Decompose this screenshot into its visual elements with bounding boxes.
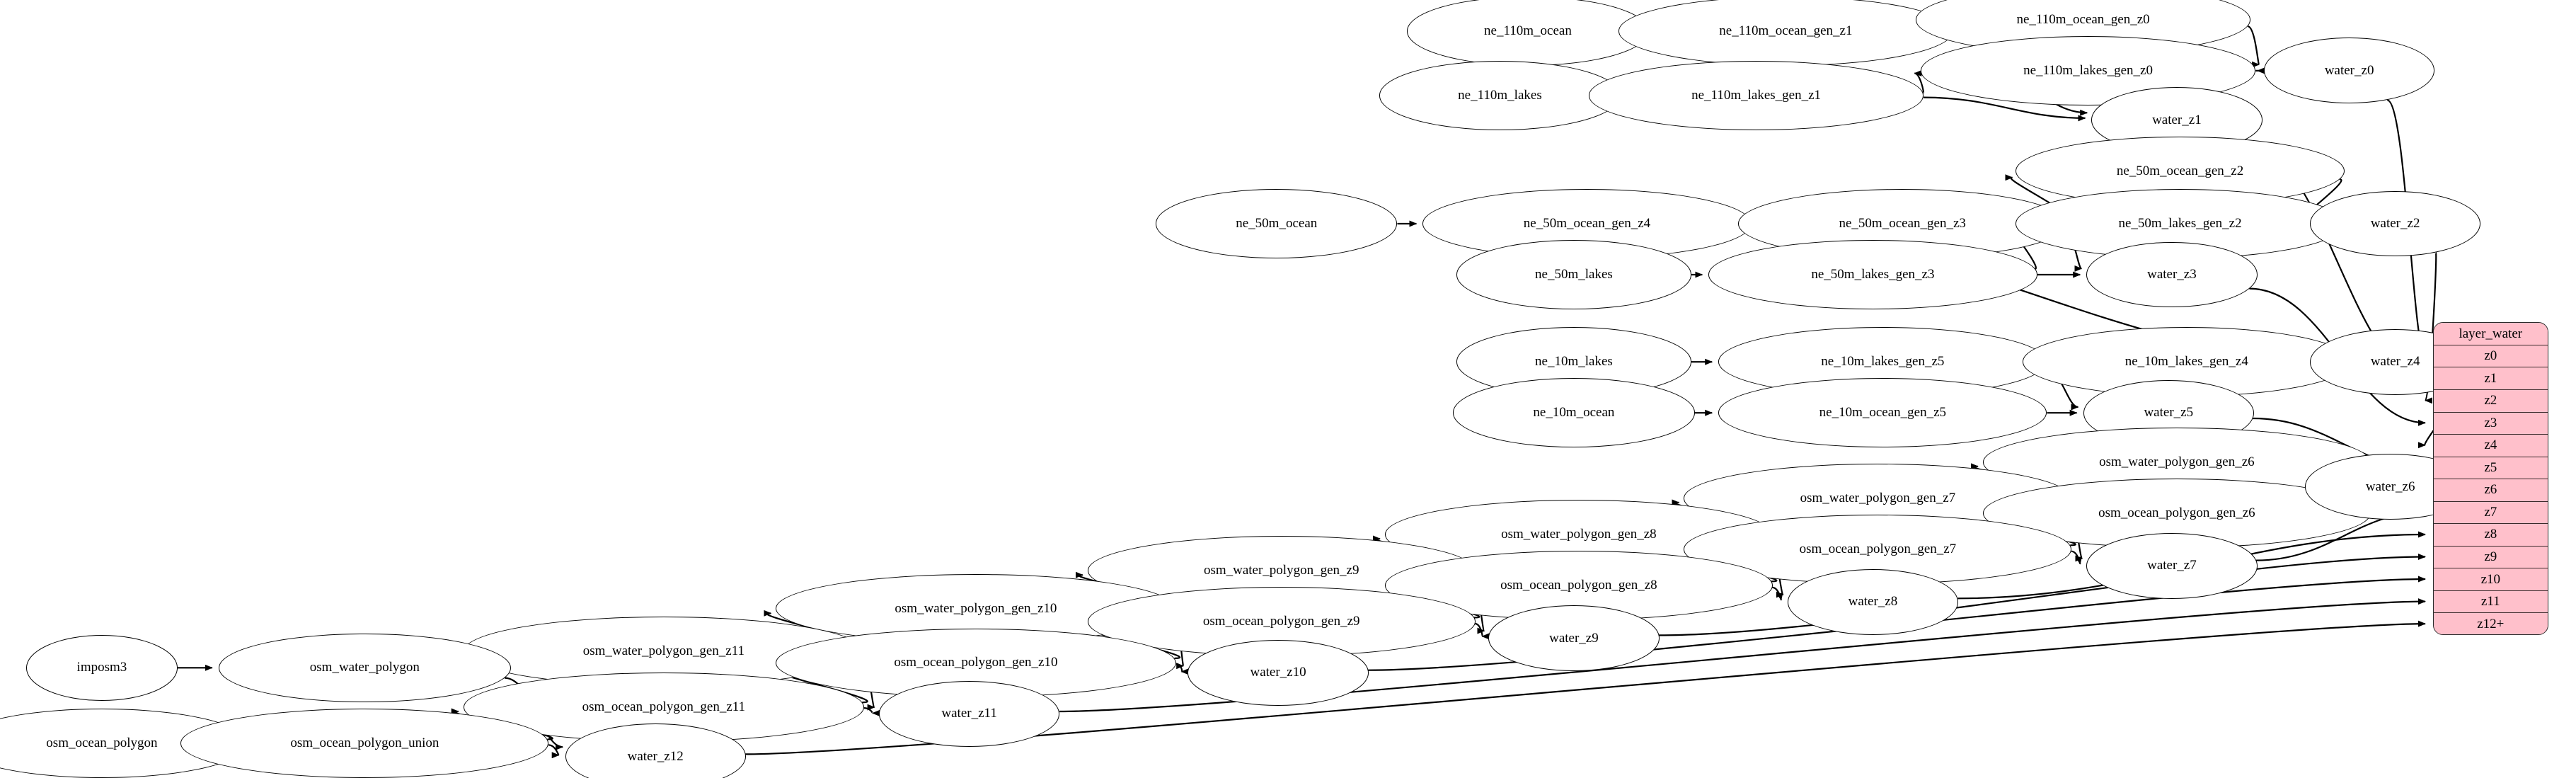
graph-node-water-z8[interactable]: water_z8 [1787, 568, 1959, 635]
graph-node-osm-ocean-polygon-union[interactable]: osm_ocean_polygon_union [180, 709, 549, 778]
graph-node-label: ne_110m_lakes_gen_z0 [2023, 62, 2153, 78]
graph-node-label: osm_ocean_polygon_gen_z10 [894, 655, 1058, 670]
graph-node-label: ne_10m_lakes_gen_z4 [2124, 354, 2248, 370]
graph-node-label: water_z12 [627, 748, 684, 764]
graph-node-label: water_z9 [1549, 630, 1599, 646]
record-row-z4[interactable]: z4 [2434, 435, 2548, 457]
record-row-z2[interactable]: z2 [2434, 389, 2548, 413]
graph-node-water-z3[interactable]: water_z3 [2086, 241, 2258, 308]
record-row-z5[interactable]: z5 [2434, 457, 2548, 480]
graph-node-label: osm_ocean_polygon_gen_z7 [1799, 542, 1957, 557]
graph-edge-osm-ocean-polygon-gen-z11-to-water-z11 [863, 707, 880, 716]
graph-node-water-z10[interactable]: water_z10 [1188, 639, 1369, 706]
graph-node-label: ne_50m_lakes_gen_z3 [1811, 267, 1935, 282]
graph-node-label: osm_ocean_polygon_gen_z11 [582, 699, 746, 715]
graph-node-label: osm_water_polygon_gen_z7 [1800, 490, 1956, 505]
graph-node-label: ne_50m_lakes [1535, 267, 1613, 282]
graph-node-imposm3[interactable]: imposm3 [26, 634, 178, 701]
graph-node-label: osm_water_polygon_gen_z8 [1501, 527, 1657, 542]
graph-edge-water-z11-to-layer-water-z11 [1059, 598, 2426, 713]
graph-node-label: ne_50m_lakes_gen_z2 [2118, 215, 2242, 231]
record-header-layer-water: layer_water [2434, 323, 2548, 345]
graph-edge-ne-110m-ocean-gen-z0-to-water-z0 [2247, 25, 2260, 68]
graph-edge-ne-110m-lakes-gen-z1-to-ne-110m-lakes-gen-z0 [1914, 70, 1924, 94]
graph-node-ne-110m-ocean[interactable]: ne_110m_ocean [1407, 0, 1649, 66]
graph-node-label: ne_50m_ocean_gen_z3 [1839, 215, 1966, 231]
record-row-z11[interactable]: z11 [2434, 590, 2548, 614]
graph-edge-osm-ocean-polygon-gen-z7-to-water-z7 [2071, 550, 2082, 565]
graph-node-water-z12[interactable]: water_z12 [565, 723, 746, 778]
graph-node-label: ne_110m_lakes [1458, 87, 1542, 103]
graph-node-water-z9[interactable]: water_z9 [1488, 605, 1660, 671]
graph-node-label: osm_ocean_polygon [46, 736, 158, 751]
graph-node-label: water_z6 [2365, 479, 2415, 494]
graph-node-ne-110m-lakes-gen-z1[interactable]: ne_110m_lakes_gen_z1 [1588, 60, 1924, 130]
graph-node-label: ne_50m_ocean_gen_z2 [2116, 163, 2244, 178]
graph-node-ne-50m-ocean[interactable]: ne_50m_ocean [1156, 189, 1398, 258]
graph-node-label: imposm3 [76, 660, 127, 675]
graph-edge-osm-ocean-polygon-gen-z8-to-water-z8 [1772, 586, 1783, 601]
graph-node-label: water_z10 [1250, 665, 1306, 680]
graph-edge-osm-ocean-polygon-union-to-water-z12 [548, 744, 560, 759]
graph-node-water-z0[interactable]: water_z0 [2263, 38, 2435, 104]
graph-node-label: osm_ocean_polygon_union [290, 736, 439, 751]
record-row-z1[interactable]: z1 [2434, 367, 2548, 390]
graph-edge-ne-110m-lakes-gen-z1-to-water-z1 [1923, 96, 2086, 122]
record-row-z6[interactable]: z6 [2434, 479, 2548, 502]
record-node-layer-water[interactable]: layer_water z0 z1 z2 z3 z4 z5 z6 z7 z8 z9 z10 z11 z12… [2433, 322, 2548, 635]
graph-node-label: ne_50m_ocean [1236, 215, 1318, 231]
record-row-z7[interactable]: z7 [2434, 501, 2548, 525]
graph-node-label: water_z0 [2324, 62, 2374, 78]
graph-node-label: ne_110m_lakes_gen_z1 [1691, 87, 1822, 103]
graph-node-label: ne_10m_lakes_gen_z5 [1821, 354, 1945, 370]
graph-node-label: ne_10m_lakes [1535, 354, 1613, 370]
graph-node-ne-110m-lakes[interactable]: ne_110m_lakes [1379, 60, 1621, 130]
graph-node-ne-110m-ocean-gen-z1[interactable]: ne_110m_ocean_gen_z1 [1618, 0, 1954, 66]
graph-node-label: osm_water_polygon_gen_z9 [1203, 563, 1359, 578]
graph-node-ne-50m-lakes[interactable]: ne_50m_lakes [1456, 240, 1691, 309]
graph-node-water-z2[interactable]: water_z2 [2309, 190, 2481, 257]
graph-node-label: osm_water_polygon_gen_z6 [2099, 454, 2255, 469]
graph-edge-water-z12-to-layer-water-z12- [745, 620, 2426, 755]
record-row-z12plus[interactable]: z12+ [2434, 613, 2548, 634]
graph-node-label: water_z5 [2144, 405, 2194, 421]
graph-node-label: osm_water_polygon_gen_z11 [582, 643, 744, 659]
graph-node-water-z7[interactable]: water_z7 [2086, 532, 2258, 599]
graph-node-ne-10m-ocean-gen-z5[interactable]: ne_10m_ocean_gen_z5 [1718, 378, 2047, 447]
graph-edge-water-z2-to-layer-water-z2 [2424, 251, 2437, 404]
graph-node-label: water_z1 [2152, 112, 2202, 127]
graph-node-label: water_z11 [941, 706, 997, 721]
graph-edge-water-z9-to-layer-water-z9 [1659, 554, 2426, 636]
graph-node-label: ne_110m_ocean_gen_z0 [2016, 11, 2150, 27]
graph-node-ne-10m-ocean[interactable]: ne_10m_ocean [1453, 378, 1695, 447]
graph-node-label: osm_ocean_polygon_gen_z6 [2098, 505, 2255, 520]
graph-node-ne-10m-lakes-gen-z4[interactable]: ne_10m_lakes_gen_z4 [2022, 327, 2351, 396]
graph-node-label: ne_50m_ocean_gen_z4 [1523, 215, 1651, 231]
graph-node-label: ne_10m_ocean_gen_z5 [1819, 405, 1947, 421]
graph-edge-osm-ocean-polygon-gen-z10-to-water-z10 [1175, 663, 1189, 675]
graph-node-label: osm_water_polygon_gen_z10 [895, 600, 1057, 616]
graph-node-label: water_z8 [1848, 594, 1898, 610]
graph-node-label: water_z4 [2370, 354, 2420, 370]
graph-node-label: ne_10m_ocean [1533, 405, 1615, 421]
record-row-z8[interactable]: z8 [2434, 524, 2548, 547]
graph-node-label: water_z3 [2147, 267, 2197, 282]
graph-node-osm-water-polygon[interactable]: osm_water_polygon [218, 633, 511, 703]
graph-node-label: osm_ocean_polygon_gen_z8 [1500, 578, 1657, 593]
graph-node-label: ne_110m_ocean_gen_z1 [1719, 23, 1853, 39]
graph-edge-osm-ocean-polygon-gen-z9-to-water-z9 [1474, 622, 1490, 640]
record-row-z0[interactable]: z0 [2434, 345, 2548, 368]
graph-node-ne-50m-lakes-gen-z3[interactable]: ne_50m_lakes_gen_z3 [1708, 240, 2037, 309]
graph-node-water-z11[interactable]: water_z11 [878, 680, 1060, 747]
graph-node-label: water_z7 [2147, 558, 2197, 573]
record-row-z10[interactable]: z10 [2434, 568, 2548, 591]
graph-node-label: ne_110m_ocean [1484, 23, 1572, 39]
graph-node-ne-110m-lakes-gen-z0[interactable]: ne_110m_lakes_gen_z0 [1920, 36, 2256, 105]
record-row-z3[interactable]: z3 [2434, 412, 2548, 435]
record-row-z9[interactable]: z9 [2434, 546, 2548, 569]
graph-node-label: osm_ocean_polygon_gen_z9 [1202, 614, 1360, 629]
graph-node-label: osm_water_polygon [309, 660, 420, 675]
graph-node-label: water_z2 [2370, 215, 2420, 231]
